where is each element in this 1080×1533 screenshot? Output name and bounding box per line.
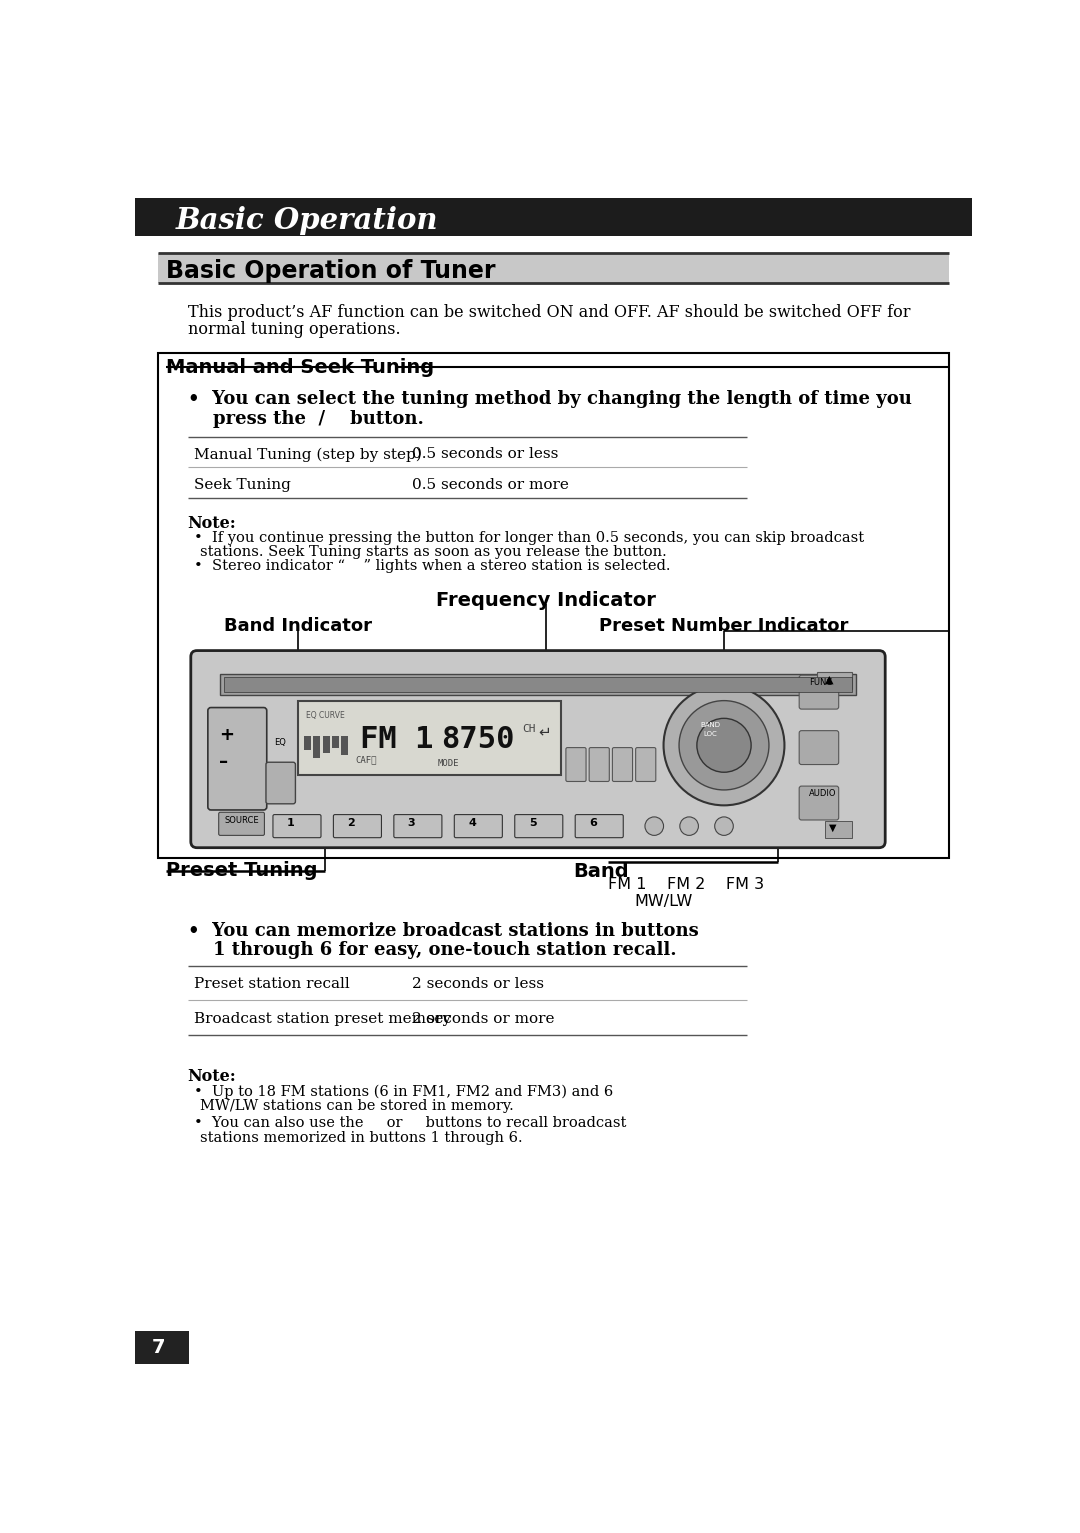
Text: •  You can memorize broadcast stations in buttons: • You can memorize broadcast stations in… [188,921,699,940]
Text: Band: Band [572,862,629,880]
Text: 3: 3 [408,819,416,828]
Text: 2: 2 [348,819,355,828]
FancyBboxPatch shape [218,812,265,835]
Text: stations memorized in buttons 1 through 6.: stations memorized in buttons 1 through … [200,1131,523,1145]
Text: •  If you continue pressing the button for longer than 0.5 seconds, you can skip: • If you continue pressing the button fo… [194,532,864,546]
Text: –: – [218,753,228,771]
Text: 5: 5 [529,819,537,828]
Text: Basic Operation: Basic Operation [175,205,437,235]
Text: 4: 4 [469,819,476,828]
Text: Preset Tuning: Preset Tuning [166,862,318,880]
Text: stations. Seek Tuning starts as soon as you release the button.: stations. Seek Tuning starts as soon as … [200,546,666,560]
Bar [298,702,562,774]
Bar [159,253,948,282]
Text: normal tuning operations.: normal tuning operations. [188,320,401,337]
FancyBboxPatch shape [799,786,839,820]
Text: 1: 1 [287,819,295,828]
Text: Band Indicator: Band Indicator [224,616,372,635]
Text: 1 through 6 for easy, one-touch station recall.: 1 through 6 for easy, one-touch station … [188,941,676,958]
FancyBboxPatch shape [590,748,609,782]
Bar [135,198,972,236]
Text: BAND: BAND [700,722,720,728]
Text: FUNC: FUNC [809,678,833,687]
FancyBboxPatch shape [799,675,839,710]
Text: ▼: ▼ [828,823,836,832]
FancyBboxPatch shape [612,748,633,782]
Circle shape [715,817,733,835]
Text: MW/LW stations can be stored in memory.: MW/LW stations can be stored in memory. [200,1099,514,1113]
Text: ↵: ↵ [538,725,551,739]
Text: Broadcast station preset memory: Broadcast station preset memory [194,1012,451,1026]
Bar [220,673,855,696]
Text: 7: 7 [152,1338,165,1357]
Text: •  You can select the tuning method by changing the length of time you: • You can select the tuning method by ch… [188,391,912,408]
Bar [159,354,948,857]
Circle shape [679,817,699,835]
Text: •  Stereo indicator “    ” lights when a stereo station is selected.: • Stereo indicator “ ” lights when a ste… [194,560,671,573]
Text: Basic Operation of Tuner: Basic Operation of Tuner [166,259,496,284]
FancyBboxPatch shape [191,650,886,848]
Bar [816,671,852,688]
Text: •  Up to 18 FM stations (6 in FM1, FM2 and FM3) and 6: • Up to 18 FM stations (6 in FM1, FM2 an… [194,1085,613,1099]
Text: 0.5 seconds or more: 0.5 seconds or more [413,478,569,492]
Text: SOURCE: SOURCE [225,816,259,825]
Text: Seek Tuning: Seek Tuning [194,478,291,492]
Bar [313,736,321,757]
Text: FM 1: FM 1 [360,725,433,754]
Text: 2 seconds or less: 2 seconds or less [413,977,544,990]
Text: •  You can also use the     or     buttons to recall broadcast: • You can also use the or buttons to rec… [194,1116,626,1130]
FancyBboxPatch shape [394,814,442,837]
FancyBboxPatch shape [799,731,839,765]
Bar [225,676,852,693]
Text: CAF〉: CAF〉 [356,756,377,765]
Text: 8750: 8750 [441,725,515,754]
FancyBboxPatch shape [273,814,321,837]
Text: EQ CURVE: EQ CURVE [306,711,345,719]
Bar [323,736,329,753]
FancyBboxPatch shape [334,814,381,837]
Text: This product’s AF function can be switched ON and OFF. AF should be switched OFF: This product’s AF function can be switch… [188,304,910,320]
Text: FM 1    FM 2    FM 3: FM 1 FM 2 FM 3 [608,877,764,892]
FancyBboxPatch shape [566,748,586,782]
Text: Note:: Note: [188,1069,237,1085]
Circle shape [679,701,769,789]
Text: 2 seconds or more: 2 seconds or more [413,1012,555,1026]
Text: EQ: EQ [274,737,286,747]
Text: Note:: Note: [188,515,237,532]
Text: 0.5 seconds or less: 0.5 seconds or less [413,448,558,461]
Text: MODE: MODE [437,759,459,768]
Text: 6: 6 [590,819,597,828]
Text: AUDIO: AUDIO [809,789,837,799]
Text: Preset station recall: Preset station recall [194,977,350,990]
Text: press the  /    button.: press the / button. [188,409,423,428]
Text: Manual Tuning (step by step): Manual Tuning (step by step) [194,448,421,461]
Circle shape [663,685,784,805]
Bar [825,820,852,837]
Text: +: + [218,727,233,744]
Bar [341,736,348,756]
FancyBboxPatch shape [576,814,623,837]
FancyBboxPatch shape [636,748,656,782]
FancyBboxPatch shape [207,708,267,809]
Text: Frequency Indicator: Frequency Indicator [436,590,656,610]
Bar [303,736,311,750]
Text: CH: CH [523,725,536,734]
Text: ▲: ▲ [825,675,834,684]
Text: MW/LW: MW/LW [635,894,693,909]
Text: Manual and Seek Tuning: Manual and Seek Tuning [166,357,434,377]
FancyBboxPatch shape [266,762,296,803]
FancyBboxPatch shape [455,814,502,837]
Circle shape [697,719,751,773]
Text: Preset Number Indicator: Preset Number Indicator [599,616,849,635]
Circle shape [645,817,663,835]
Bar [135,1331,189,1364]
Bar [332,736,339,748]
Text: LOC: LOC [703,731,717,737]
FancyBboxPatch shape [515,814,563,837]
